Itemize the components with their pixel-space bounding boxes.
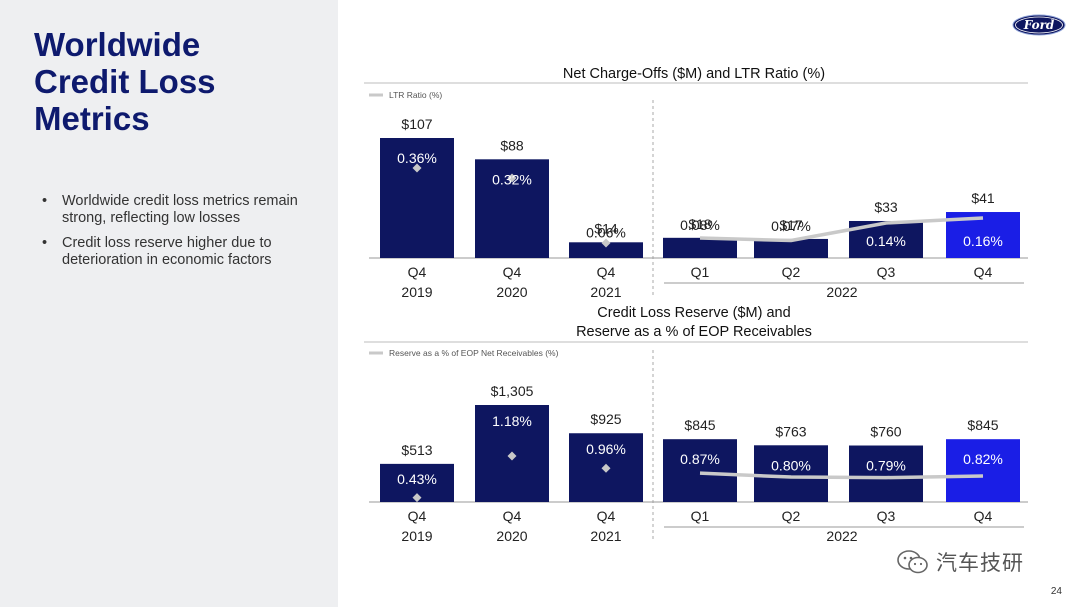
- x-tick-label: Q2: [782, 508, 801, 524]
- x-tick-label: Q4: [503, 508, 522, 524]
- bar-value-label: $845: [684, 417, 715, 433]
- bar-value-label: $763: [775, 423, 806, 439]
- x-tick-label: Q1: [691, 264, 710, 280]
- ratio-marker: [412, 493, 422, 503]
- bullet-item: Worldwide credit loss metrics remain str…: [40, 193, 330, 227]
- x-tick-label: Q4: [974, 508, 993, 524]
- x-tick-label: Q4: [597, 264, 616, 280]
- bar: [380, 138, 454, 258]
- bar: [663, 439, 737, 502]
- ratio-line: [699, 216, 984, 243]
- ratio-value-label: 0.96%: [586, 441, 626, 457]
- bar: [663, 237, 737, 258]
- bar-value-label: $760: [870, 424, 901, 440]
- bar-value-label: $41: [971, 190, 995, 206]
- x-tick-label: Q2: [782, 264, 801, 280]
- bar-value-label: $18: [688, 216, 712, 232]
- legend-label: LTR Ratio (%): [389, 90, 442, 100]
- x-tick-label: Q3: [877, 264, 896, 280]
- chat-bubble-icon: [897, 550, 928, 574]
- group-label: 2022: [826, 284, 857, 300]
- x-tick-label: Q4: [408, 508, 427, 524]
- bar-value-label: $925: [590, 411, 621, 427]
- watermark-text: 汽车技研: [936, 551, 1024, 575]
- x-tick-label: Q4: [597, 508, 616, 524]
- slide-title-line: Worldwide: [34, 26, 201, 63]
- bullet-item: Credit loss reserve higher due to deteri…: [40, 235, 330, 269]
- ratio-value-label: 0.87%: [680, 451, 720, 467]
- bar-value-label: $845: [967, 417, 998, 433]
- x-tick-label: 2021: [590, 284, 621, 300]
- chart-title: Credit Loss Reserve ($M) and: [597, 305, 790, 321]
- ratio-value-label: 0.14%: [866, 233, 906, 249]
- ratio-marker: [601, 238, 611, 248]
- ratio-value-label: 0.36%: [397, 150, 437, 166]
- bar-value-label: $513: [401, 442, 432, 458]
- x-tick-label: Q3: [877, 508, 896, 524]
- bar-value-label: $14: [594, 220, 618, 236]
- ratio-value-label: 0.08%: [680, 217, 720, 233]
- group-label: 2022: [826, 528, 857, 544]
- page-number: 24: [1050, 586, 1062, 597]
- x-tick-label: 2019: [401, 528, 432, 544]
- ratio-marker: [601, 463, 611, 473]
- bar-value-label: $88: [500, 137, 524, 153]
- x-tick-label: 2019: [401, 284, 432, 300]
- ford-logo-icon: Ford: [1012, 14, 1066, 41]
- x-tick-label: Q4: [503, 264, 522, 280]
- watermark: 汽车技研: [896, 547, 1024, 577]
- ratio-value-label: 0.16%: [963, 233, 1003, 249]
- ratio-line: [699, 471, 984, 480]
- bar-value-label: $33: [874, 199, 898, 215]
- x-tick-label: Q4: [408, 264, 427, 280]
- legend-label: Reserve as a % of EOP Net Receivables (%…: [389, 348, 559, 358]
- ratio-value-label: 0.07%: [771, 218, 811, 234]
- left-panel: Worldwide Credit Loss Metrics Worldwide …: [0, 0, 338, 607]
- chart-title: Reserve as a % of EOP Receivables: [576, 324, 812, 340]
- ratio-value-label: 0.43%: [397, 471, 437, 487]
- x-tick-label: Q1: [691, 508, 710, 524]
- x-tick-label: Q4: [974, 264, 993, 280]
- ratio-value-label: 1.18%: [492, 413, 532, 429]
- bar: [849, 445, 923, 502]
- chart-title: Net Charge-Offs ($M) and LTR Ratio (%): [563, 66, 825, 82]
- slide-title-line: Credit Loss: [34, 63, 216, 100]
- bar: [754, 238, 828, 258]
- ratio-value-label: 0.32%: [492, 171, 532, 187]
- ratio-marker: [412, 163, 422, 173]
- ratio-value-label: 0.82%: [963, 451, 1003, 467]
- slide-title-line: Metrics: [34, 100, 150, 137]
- x-tick-label: 2020: [496, 528, 527, 544]
- bar: [754, 445, 828, 502]
- ratio-value-label: 0.79%: [866, 458, 906, 474]
- bullet-list: Worldwide credit loss metrics remain str…: [40, 193, 330, 277]
- x-tick-label: 2020: [496, 284, 527, 300]
- ratio-marker: [507, 451, 517, 461]
- ratio-marker: [507, 173, 517, 183]
- bar-value-label: $1,305: [491, 383, 534, 399]
- bar-value-label: $17: [779, 217, 803, 233]
- bar: [946, 439, 1020, 502]
- ratio-value-label: 0.06%: [586, 224, 626, 240]
- slide-title: Worldwide Credit Loss Metrics: [34, 26, 216, 137]
- x-tick-label: 2021: [590, 528, 621, 544]
- bar: [569, 242, 643, 258]
- ratio-value-label: 0.80%: [771, 457, 811, 473]
- bar-value-label: $107: [401, 116, 432, 132]
- ford-logo-text: Ford: [1023, 18, 1055, 32]
